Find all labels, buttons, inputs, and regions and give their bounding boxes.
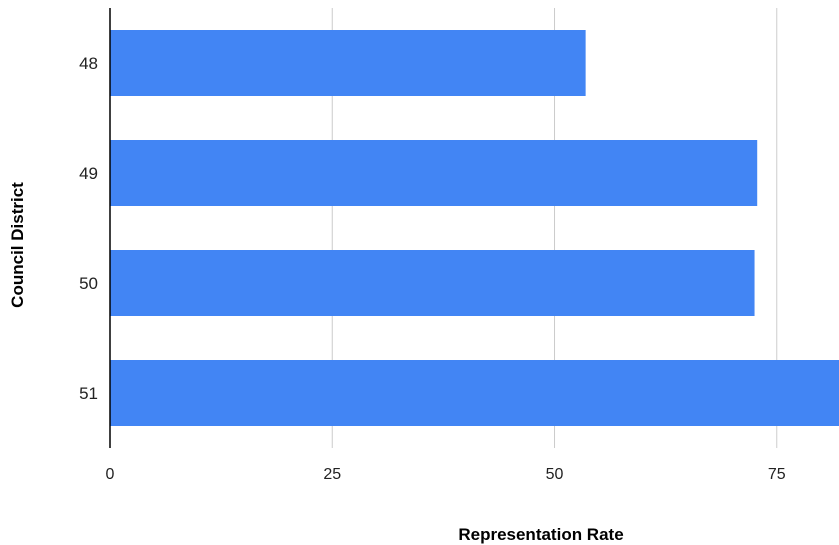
x-tick-label: 50	[546, 466, 564, 483]
y-tick-label: 50	[79, 274, 98, 293]
bar-district-49	[110, 140, 758, 206]
y-axis-title: Council District	[8, 182, 27, 308]
bar-district-50	[110, 250, 755, 316]
bar-district-48	[110, 30, 586, 96]
x-tick-label: 0	[106, 466, 115, 483]
x-tick-label: 25	[323, 466, 341, 483]
y-tick-label: 51	[79, 384, 98, 403]
y-tick-label: 49	[79, 164, 98, 183]
x-tick-label: 75	[768, 466, 786, 483]
x-axis-title: Representation Rate	[458, 525, 624, 544]
y-tick-label: 48	[79, 54, 98, 73]
bar-district-51	[110, 360, 839, 426]
